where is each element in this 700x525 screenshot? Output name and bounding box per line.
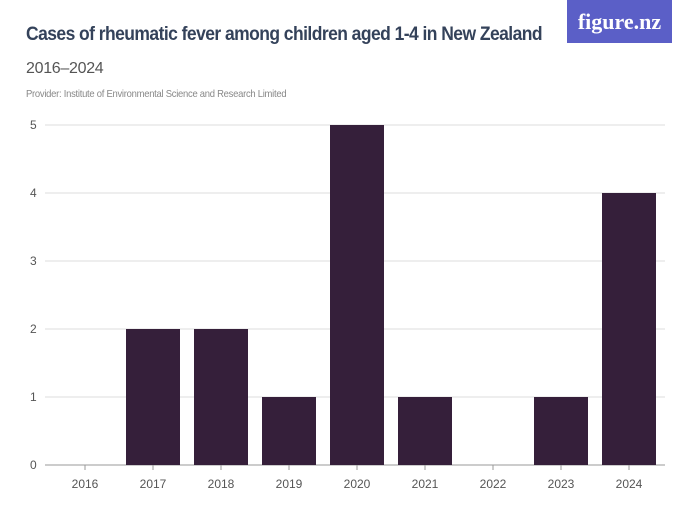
x-tick-label: 2019 [276, 477, 303, 491]
bar [126, 329, 180, 465]
x-tick-label: 2017 [140, 477, 167, 491]
bar [262, 397, 316, 465]
x-tick-label: 2018 [208, 477, 235, 491]
y-tick-label: 2 [30, 322, 37, 336]
provider-note: Provider: Institute of Environmental Sci… [26, 88, 287, 100]
chart-title: Cases of rheumatic fever among children … [26, 24, 543, 45]
bar [602, 193, 656, 465]
y-tick-label: 4 [30, 186, 37, 200]
bar [194, 329, 248, 465]
x-tick-label: 2022 [480, 477, 507, 491]
y-tick-label: 0 [30, 458, 37, 472]
x-tick-label: 2023 [548, 477, 575, 491]
bar [330, 125, 384, 465]
x-tick-label: 2024 [616, 477, 643, 491]
bar [398, 397, 452, 465]
y-tick-label: 5 [30, 118, 37, 132]
bar [534, 397, 588, 465]
x-tick-label: 2020 [344, 477, 371, 491]
x-tick-label: 2016 [72, 477, 99, 491]
chart-subtitle: 2016–2024 [26, 60, 104, 77]
x-tick-label: 2021 [412, 477, 439, 491]
y-tick-label: 1 [30, 390, 37, 404]
figure-nz-logo[interactable]: figure.nz [567, 0, 672, 43]
y-tick-label: 3 [30, 254, 37, 268]
